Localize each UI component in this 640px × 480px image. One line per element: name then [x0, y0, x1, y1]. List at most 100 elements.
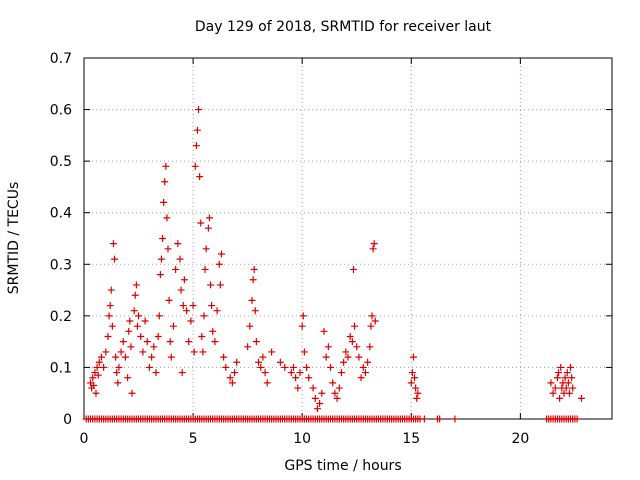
- data-point: [344, 353, 352, 361]
- data-point: [268, 348, 276, 356]
- data-point: [141, 317, 149, 325]
- data-point: [551, 384, 559, 392]
- data-point: [366, 343, 374, 351]
- data-point: [244, 343, 252, 351]
- data-point: [119, 338, 127, 346]
- axis-ticks: [83, 57, 612, 420]
- data-point: [108, 322, 116, 330]
- y-axis-label: SRMTID / TECUs: [6, 182, 22, 295]
- data-point: [164, 245, 172, 253]
- data-point: [412, 384, 420, 392]
- data-point: [202, 245, 210, 253]
- data-point: [166, 338, 174, 346]
- data-point: [311, 394, 319, 402]
- data-point: [209, 327, 217, 335]
- data-point: [190, 348, 198, 356]
- data-point: [298, 322, 306, 330]
- data-point: [111, 255, 119, 263]
- data-point: [152, 369, 160, 377]
- data-point: [107, 286, 115, 294]
- data-point: [135, 312, 143, 320]
- data-point: [197, 219, 205, 227]
- data-point: [411, 374, 419, 382]
- data-point: [409, 353, 417, 361]
- data-point: [155, 312, 163, 320]
- data-point: [361, 369, 369, 377]
- data-point: [121, 353, 129, 361]
- data-point: [145, 363, 153, 371]
- data-point: [294, 384, 302, 392]
- data-point: [216, 281, 224, 289]
- data-point: [139, 348, 147, 356]
- data-point: [177, 286, 185, 294]
- data-point: [208, 302, 216, 310]
- data-point: [94, 371, 102, 379]
- data-point: [303, 363, 311, 371]
- data-point: [148, 353, 156, 361]
- y-tick-label: 0.7: [50, 51, 72, 67]
- y-tick-label: 0.6: [50, 103, 72, 119]
- data-point: [248, 296, 256, 304]
- y-tick-label: 0: [63, 412, 72, 428]
- data-point: [130, 307, 138, 315]
- data-point: [115, 363, 123, 371]
- data-point: [183, 307, 191, 315]
- data-point: [413, 394, 421, 402]
- y-tick-label: 0.5: [50, 154, 72, 170]
- data-point: [201, 265, 209, 273]
- data-point: [367, 322, 375, 330]
- data-point: [124, 374, 132, 382]
- data-point: [573, 415, 581, 423]
- data-point: [195, 106, 203, 114]
- data-point: [251, 307, 259, 315]
- data-point: [324, 343, 332, 351]
- data-point: [569, 384, 577, 392]
- data-point: [154, 332, 162, 340]
- x-tick-label: 10: [293, 431, 311, 447]
- data-point: [189, 302, 197, 310]
- data-points: [82, 106, 585, 423]
- data-point: [250, 265, 258, 273]
- data-point: [246, 322, 254, 330]
- data-point: [556, 394, 564, 402]
- data-point: [112, 353, 120, 361]
- data-point: [564, 379, 572, 387]
- data-point: [348, 338, 356, 346]
- data-point: [127, 343, 135, 351]
- x-tick-label: 20: [511, 431, 529, 447]
- data-point: [213, 307, 221, 315]
- data-point: [106, 302, 114, 310]
- data-point: [156, 271, 164, 279]
- data-point: [131, 291, 139, 299]
- data-point: [161, 178, 169, 186]
- data-point: [249, 276, 257, 284]
- axis-tick-labels: 0 0.1 0.2 0.3 0.4 0.5 0.6 0.7 0 5 10 15 20: [50, 51, 530, 447]
- data-point: [176, 255, 184, 263]
- data-point: [128, 389, 136, 397]
- data-point: [370, 240, 378, 248]
- data-point: [162, 162, 170, 170]
- data-point: [113, 369, 121, 377]
- data-point: [160, 198, 168, 206]
- data-point: [187, 317, 195, 325]
- data-point: [337, 369, 345, 377]
- data-point: [95, 358, 103, 366]
- data-point: [349, 265, 357, 273]
- data-point: [137, 332, 145, 340]
- data-point: [414, 389, 422, 397]
- data-point: [199, 348, 207, 356]
- data-point: [143, 338, 151, 346]
- y-tick-label: 0.1: [50, 360, 72, 376]
- chart-title: Day 129 of 2018, SRMTID for receiver lau…: [195, 19, 492, 35]
- data-point: [132, 281, 140, 289]
- data-point: [204, 224, 212, 232]
- data-point: [371, 317, 379, 325]
- data-point: [226, 374, 234, 382]
- data-point: [220, 353, 228, 361]
- data-point: [157, 255, 165, 263]
- data-point: [90, 381, 98, 389]
- data-point: [211, 338, 219, 346]
- data-point: [287, 369, 295, 377]
- data-point: [563, 369, 571, 377]
- data-point: [117, 348, 125, 356]
